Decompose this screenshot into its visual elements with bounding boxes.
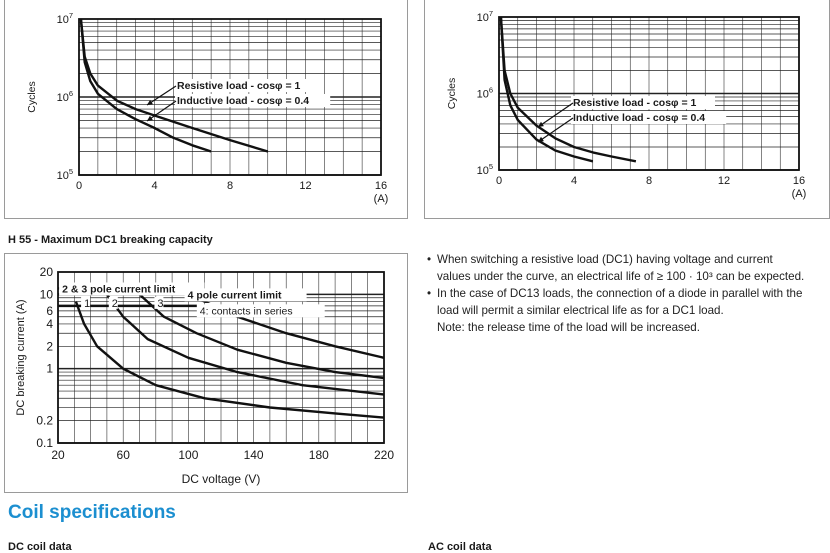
dc1-breaking-capacity-chart: 20 60 100 140 180 220 0.1 0.2 1 2 46 10 20 DC voltage… [15, 265, 394, 486]
dc1-curve-label-2: 2 [112, 298, 118, 310]
dc1-curve-label-bg [108, 296, 118, 309]
left-x-tick-label: 4 [151, 180, 157, 192]
dc-coil-data-title: DC coil data [8, 541, 72, 553]
dc1-y-tick-label: 6 [46, 304, 53, 318]
right-x-tick-label: 4 [571, 175, 577, 187]
right-annotation-bg [571, 96, 715, 109]
dc1-y-tick-label: 0.2 [36, 414, 53, 428]
chart-panel-dc1: 20 60 100 140 180 220 0.1 0.2 1 2 4 6 10 20 DC voltage… [4, 253, 408, 493]
electrical-life-chart-left: 0 4 8 12 16(A) 105 106 107 Cycles Resistive load … [26, 11, 389, 205]
right-plot-frame [498, 16, 800, 171]
left-x-tick-label: 0 [76, 180, 82, 192]
left-y-axis-label: Cycles [26, 81, 38, 113]
right-y-tick-label: 107 [477, 9, 493, 24]
electrical-life-chart-right: 0 4 8 12 16(A) 105 106 107 Cycles Resistive load … [446, 9, 807, 200]
note-2-line-2: load will permit a similar electrical li… [437, 304, 724, 317]
dc1-annotation-bg [59, 282, 205, 296]
right-series-line-2 [499, 16, 594, 163]
left-y-tick-label: 106 [57, 89, 73, 104]
dc1-annotation-bg [184, 288, 307, 302]
right-x-tick-label: 16 [793, 175, 805, 187]
dc1-curve-2 [105, 293, 385, 396]
right-y-tick-label: 106 [477, 86, 493, 101]
left-x-tick-label: 16 [375, 180, 387, 192]
right-x-axis-unit: (A) [792, 188, 807, 200]
right-annotation-arrow [537, 117, 574, 143]
left-annotation-label: Inductive load - cosφ = 0.4 [177, 95, 309, 107]
right-annotation-bg [571, 111, 727, 124]
dc1-x-tick-label: 100 [178, 448, 198, 462]
dc1-annotation-label: 4 pole current limit [188, 289, 282, 301]
left-annotation-arrowhead [147, 115, 153, 121]
dc1-annotation-bg [196, 304, 325, 318]
right-y-tick-label: 105 [477, 162, 493, 177]
right-annotation-label: Inductive load - cosφ = 0.4 [573, 112, 705, 124]
right-series-line-1 [499, 16, 637, 163]
right-x-tick-label: 12 [718, 175, 730, 187]
left-annotation-bg [175, 94, 331, 107]
dc1-curve-label-1: 1 [84, 298, 90, 310]
note-release-time: Note: the release time of the load will … [437, 321, 700, 334]
left-series-line-1 [79, 18, 269, 153]
dc1-curve-1 [74, 301, 385, 419]
chart-panel-top-left: 0 4 8 12 16 (A) 105 106 107 Cycles Resistive load … [4, 0, 408, 219]
dc1-curve-label-bg [154, 296, 164, 309]
left-annotation-arrow [146, 100, 177, 122]
left-y-tick-label: 105 [57, 167, 73, 182]
right-x-tick-label: 0 [496, 175, 502, 187]
dc1-y-tick-label: 4 [46, 317, 53, 331]
left-series-line-2 [79, 18, 212, 153]
right-x-tick-label: 8 [646, 175, 652, 187]
left-plot-frame [78, 18, 382, 176]
left-annotation-bg [175, 79, 319, 92]
left-x-axis-unit: (A) [374, 193, 389, 205]
dc1-x-tick-label: 180 [309, 448, 329, 462]
dc1-y-tick-label: 10 [40, 287, 54, 301]
dc1-x-axis-label: DC voltage (V) [182, 472, 261, 486]
left-annotation-label: Resistive load - cosφ = 1 [177, 80, 301, 92]
dc1-curve-label-bg [81, 296, 91, 309]
dc1-curve-label-3: 3 [157, 298, 163, 310]
note-1-line-2: values under the curve, an electrical li… [437, 270, 805, 283]
dc1-x-tick-label: 140 [244, 448, 264, 462]
right-annotation-arrow [537, 102, 574, 128]
left-annotation-arrow [146, 85, 177, 106]
dc1-y-tick-label: 2 [46, 339, 53, 353]
right-annotation-arrowhead [538, 121, 544, 127]
chart-title-h55: H 55 - Maximum DC1 breaking capacity [8, 234, 213, 246]
dc1-x-tick-label: 60 [117, 448, 131, 462]
dc1-annotation-label: 4: contacts in series [200, 305, 293, 317]
dc1-y-axis-label: DC breaking current (A) [15, 299, 27, 415]
notes-block: When switching a resistive load (DC1) ha… [427, 251, 827, 336]
dc1-y-tick-label: 20 [40, 265, 54, 279]
dc1-x-tick-label: 20 [51, 448, 65, 462]
note-2-line-1: In the case of DC13 loads, the connectio… [437, 287, 803, 300]
note-bullet-1: When switching a resistive load (DC1) ha… [427, 251, 827, 285]
coil-specifications-heading: Coil specifications [8, 502, 176, 523]
right-y-axis-label: Cycles [446, 78, 458, 110]
dc1-y-tick-label: 0.1 [36, 436, 53, 450]
left-annotation-arrowhead [147, 99, 153, 105]
right-annotation-label: Resistive load - cosφ = 1 [573, 97, 697, 109]
left-x-tick-label: 8 [227, 180, 233, 192]
dc1-curve-3 [138, 293, 385, 380]
ac-coil-data-title: AC coil data [428, 541, 492, 553]
note-1-line-1: When switching a resistive load (DC1) ha… [437, 253, 773, 266]
right-annotation-arrowhead [538, 136, 544, 142]
dc1-y-tick-label: 1 [46, 362, 53, 376]
dc1-annotation-label: 2 & 3 pole current limit [62, 283, 176, 295]
left-x-tick-label: 12 [299, 180, 311, 192]
note-bullet-2: In the case of DC13 loads, the connectio… [427, 285, 827, 319]
chart-panel-top-right: 0 4 8 12 16 (A) 105 106 107 Cycles Resistive load … [424, 0, 830, 219]
left-y-tick-label: 107 [57, 11, 73, 26]
dc1-x-tick-label: 220 [374, 448, 394, 462]
